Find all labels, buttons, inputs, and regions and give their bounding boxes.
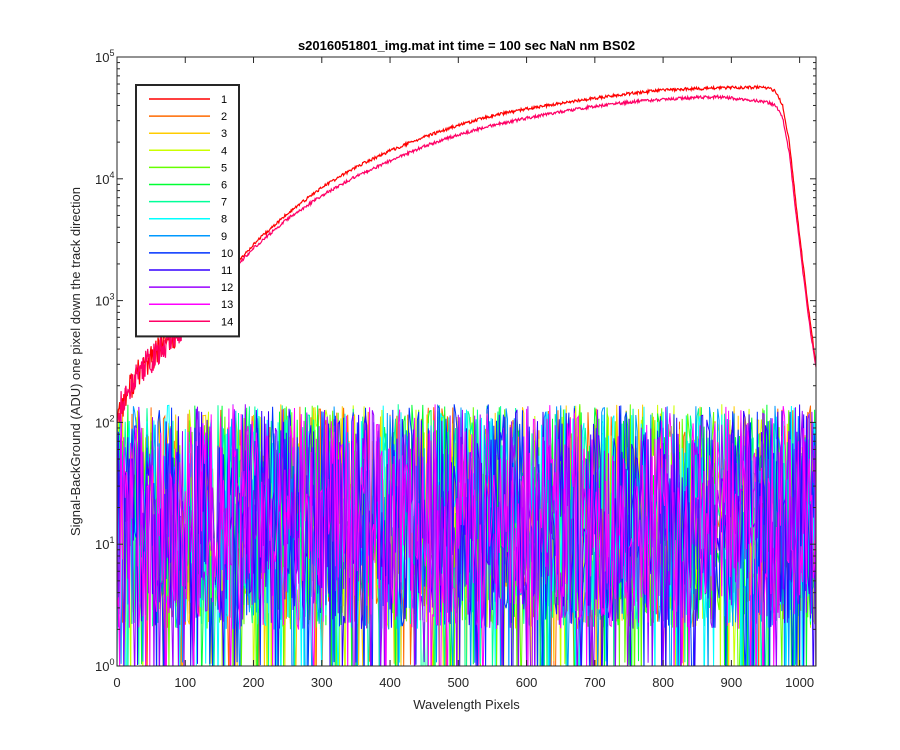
x-tick-label: 1000: [785, 675, 814, 690]
x-axis-label: Wavelength Pixels: [413, 697, 520, 712]
x-tick-label: 800: [652, 675, 674, 690]
legend-box: [135, 84, 240, 338]
legend-label: 13: [221, 299, 233, 311]
y-tick-label: 101: [95, 535, 114, 552]
legend-label: 1: [221, 94, 227, 106]
legend-label: 12: [221, 282, 233, 294]
x-tick-label: 100: [174, 675, 196, 690]
axes-box: [116, 56, 817, 667]
y-tick-label: 104: [95, 170, 114, 187]
series-line-13: [117, 404, 816, 666]
y-tick-label: 103: [95, 292, 114, 309]
legend-label: 10: [221, 248, 233, 260]
chart-title: s2016051801_img.mat int time = 100 sec N…: [298, 38, 635, 53]
legend-label: 2: [221, 111, 227, 123]
y-tick-label: 102: [95, 413, 114, 430]
x-tick-label: 700: [584, 675, 606, 690]
x-tick-label: 0: [113, 675, 120, 690]
y-axis-label: Signal-BackGround (ADU) one pixel down t…: [68, 187, 83, 536]
legend-label: 8: [221, 214, 227, 226]
x-tick-label: 200: [243, 675, 265, 690]
legend-label: 5: [221, 162, 227, 174]
series-line-12: [117, 404, 816, 666]
x-tick-label: 600: [516, 675, 538, 690]
legend-label: 9: [221, 231, 227, 243]
legend-label: 6: [221, 180, 227, 192]
x-axis: 0 100 200 300 400 500 600 700 800 900 1000: [113, 57, 814, 690]
legend-label: 4: [221, 145, 227, 157]
legend-label: 3: [221, 128, 227, 140]
x-tick-label: 300: [311, 675, 333, 690]
legend-label: 11: [221, 265, 232, 277]
x-tick-label: 900: [721, 675, 743, 690]
x-tick-label: 500: [447, 675, 469, 690]
legend-label: 14: [221, 316, 233, 328]
x-tick-label: 400: [379, 675, 401, 690]
series-layer: [117, 84, 816, 666]
y-tick-label: 100: [95, 657, 114, 674]
legend-label: 7: [221, 197, 227, 209]
y-tick-label: 105: [95, 48, 114, 65]
